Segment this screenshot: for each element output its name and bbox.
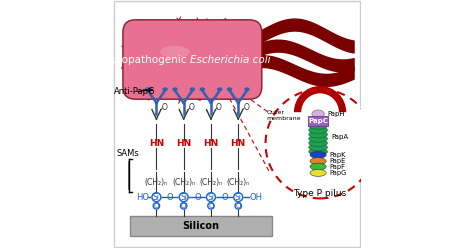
Text: Anti-PapG: Anti-PapG: [114, 87, 156, 96]
Ellipse shape: [309, 140, 328, 147]
Text: Outer
membrane: Outer membrane: [267, 110, 301, 121]
Text: PapK: PapK: [329, 152, 346, 158]
Ellipse shape: [309, 135, 328, 142]
Text: PapE: PapE: [329, 158, 346, 164]
Text: Escherichia coli: Escherichia coli: [190, 55, 270, 64]
Text: Si: Si: [153, 193, 160, 202]
Text: PapF: PapF: [329, 164, 345, 170]
Circle shape: [181, 203, 187, 209]
Bar: [308, 116, 328, 126]
Text: O: O: [181, 203, 186, 209]
Text: HN: HN: [203, 139, 219, 148]
Text: OH: OH: [249, 193, 262, 202]
Text: (CH₂)ₙ: (CH₂)ₙ: [200, 178, 222, 187]
Text: (CH₂)ₙ: (CH₂)ₙ: [227, 178, 250, 187]
Ellipse shape: [312, 110, 324, 118]
Ellipse shape: [309, 122, 328, 129]
Text: O: O: [189, 103, 194, 112]
Circle shape: [152, 193, 161, 202]
Bar: [130, 216, 272, 236]
Text: O: O: [216, 103, 222, 112]
Text: Si: Si: [180, 193, 187, 202]
Text: HN: HN: [231, 139, 246, 148]
Circle shape: [153, 203, 160, 209]
Text: Uropathogenic: Uropathogenic: [110, 55, 190, 64]
Text: PapA: PapA: [331, 134, 348, 140]
Ellipse shape: [227, 87, 232, 91]
Ellipse shape: [163, 87, 168, 91]
Text: O: O: [208, 203, 214, 209]
Ellipse shape: [160, 46, 190, 58]
Ellipse shape: [310, 151, 326, 158]
Text: Si: Si: [208, 193, 214, 202]
Text: PapG: PapG: [329, 170, 346, 176]
Text: Silicon: Silicon: [182, 221, 219, 231]
Ellipse shape: [309, 148, 328, 155]
Text: PapH: PapH: [327, 111, 345, 117]
Ellipse shape: [172, 87, 178, 91]
Text: O: O: [154, 203, 159, 209]
Text: HO: HO: [136, 193, 149, 202]
Circle shape: [265, 89, 374, 198]
Text: O: O: [167, 193, 173, 202]
Circle shape: [235, 203, 241, 209]
Text: HN: HN: [176, 139, 191, 148]
Text: HN: HN: [149, 139, 164, 148]
Ellipse shape: [309, 131, 328, 138]
Text: PapC: PapC: [308, 118, 328, 124]
Text: O: O: [221, 193, 228, 202]
Ellipse shape: [309, 144, 328, 151]
Circle shape: [179, 193, 188, 202]
Circle shape: [208, 203, 214, 209]
Circle shape: [234, 193, 243, 202]
Ellipse shape: [244, 87, 250, 91]
Text: O: O: [194, 193, 201, 202]
Text: Si: Si: [235, 193, 242, 202]
Wedge shape: [294, 86, 346, 112]
Ellipse shape: [310, 163, 326, 170]
Circle shape: [207, 193, 215, 202]
Text: Type P pilus: Type P pilus: [293, 189, 346, 198]
Ellipse shape: [309, 127, 328, 134]
Text: (CH₂)ₙ: (CH₂)ₙ: [145, 178, 168, 187]
Text: O: O: [162, 103, 167, 112]
Text: O: O: [236, 203, 241, 209]
Text: O: O: [243, 103, 249, 112]
FancyBboxPatch shape: [123, 20, 262, 99]
Ellipse shape: [190, 87, 195, 91]
Ellipse shape: [200, 87, 205, 91]
Text: SAMs: SAMs: [117, 149, 139, 158]
Text: (CH₂)ₙ: (CH₂)ₙ: [172, 178, 195, 187]
Ellipse shape: [217, 87, 222, 91]
Ellipse shape: [310, 169, 326, 176]
Ellipse shape: [145, 87, 150, 91]
Ellipse shape: [310, 158, 326, 165]
